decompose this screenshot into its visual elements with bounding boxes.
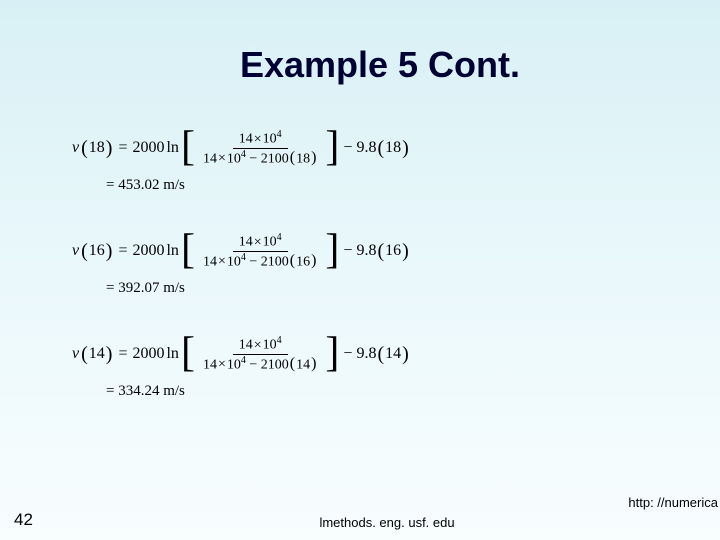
equation-main: v ( 18 ) = 2000 ln [ 14×104 14×104 − 210…: [72, 126, 410, 170]
footer-right-text: http: //numerica: [628, 495, 718, 510]
rparen: ): [105, 138, 114, 158]
page-number: 42: [14, 510, 33, 530]
denominator: 14×104 − 2100(16): [197, 252, 323, 270]
variable-v: v: [72, 140, 79, 156]
exp: 4: [277, 129, 282, 140]
equation-block: v ( 18 ) = 2000 ln [ 14×104 14×104 − 210…: [72, 126, 410, 193]
ten: 10: [227, 151, 241, 166]
num-a: 14: [239, 338, 253, 353]
den-a: 14: [203, 357, 217, 372]
minus-sign: −: [343, 346, 352, 362]
ten: 10: [227, 254, 241, 269]
num-a: 14: [239, 132, 253, 147]
numerator: 14×104: [233, 336, 288, 355]
rparen: ): [401, 241, 410, 261]
coef: 2000: [132, 346, 164, 362]
ten: 10: [227, 357, 241, 372]
equation-result: = 334.24 m/s: [72, 384, 410, 399]
arg: 18: [89, 140, 105, 156]
equation-main: v ( 14 ) = 2000 ln [ 14×104 14×104 − 210…: [72, 332, 410, 376]
exp: 4: [277, 335, 282, 346]
slide-title: Example 5 Cont.: [0, 44, 720, 86]
lparen: (: [80, 344, 89, 364]
rparen: ): [105, 241, 114, 261]
den-b: 2100: [261, 254, 289, 269]
den-b: 2100: [261, 357, 289, 372]
lparen: (: [80, 241, 89, 261]
lparen: (: [376, 241, 385, 261]
den-a: 14: [203, 151, 217, 166]
ln-label: ln: [166, 243, 178, 259]
den-b: 2100: [261, 151, 289, 166]
tail-b: 14: [385, 346, 401, 362]
lparen: (: [376, 138, 385, 158]
equals-sign: =: [118, 140, 127, 156]
equals-sign: =: [118, 346, 127, 362]
fraction: 14×104 14×104 − 2100(16): [197, 233, 323, 269]
exp: 4: [277, 232, 282, 243]
exp: 4: [241, 149, 246, 160]
equation-result: = 453.02 m/s: [72, 178, 410, 193]
tail-a: 9.8: [356, 140, 376, 156]
ln-label: ln: [166, 346, 178, 362]
tail-a: 9.8: [356, 243, 376, 259]
equation-result: = 392.07 m/s: [72, 281, 410, 296]
den-c: 16: [296, 254, 310, 269]
num-a: 14: [239, 235, 253, 250]
ten: 10: [263, 235, 277, 250]
fraction: 14×104 14×104 − 2100(18): [197, 130, 323, 166]
den-c: 14: [296, 357, 310, 372]
coef: 2000: [132, 140, 164, 156]
rparen: ): [401, 138, 410, 158]
variable-v: v: [72, 243, 79, 259]
ten: 10: [263, 338, 277, 353]
numerator: 14×104: [233, 130, 288, 149]
rparen: ): [105, 344, 114, 364]
footer-center-text: lmethods. eng. usf. edu: [319, 515, 454, 530]
tail-b: 18: [385, 140, 401, 156]
variable-v: v: [72, 346, 79, 362]
arg: 14: [89, 346, 105, 362]
equals-sign: =: [118, 243, 127, 259]
denominator: 14×104 − 2100(18): [197, 149, 323, 167]
tail-a: 9.8: [356, 346, 376, 362]
ln-label: ln: [166, 140, 178, 156]
rparen: ): [401, 344, 410, 364]
den-c: 18: [296, 151, 310, 166]
equation-block: v ( 14 ) = 2000 ln [ 14×104 14×104 − 210…: [72, 332, 410, 399]
equations-region: v ( 18 ) = 2000 ln [ 14×104 14×104 − 210…: [72, 126, 410, 435]
minus-sign: −: [343, 140, 352, 156]
equation-block: v ( 16 ) = 2000 ln [ 14×104 14×104 − 210…: [72, 229, 410, 296]
coef: 2000: [132, 243, 164, 259]
denominator: 14×104 − 2100(14): [197, 355, 323, 373]
minus-sign: −: [343, 243, 352, 259]
ten: 10: [263, 132, 277, 147]
numerator: 14×104: [233, 233, 288, 252]
exp: 4: [241, 252, 246, 263]
lparen: (: [80, 138, 89, 158]
arg: 16: [89, 243, 105, 259]
tail-b: 16: [385, 243, 401, 259]
den-a: 14: [203, 254, 217, 269]
fraction: 14×104 14×104 − 2100(14): [197, 336, 323, 372]
exp: 4: [241, 355, 246, 366]
lparen: (: [376, 344, 385, 364]
equation-main: v ( 16 ) = 2000 ln [ 14×104 14×104 − 210…: [72, 229, 410, 273]
